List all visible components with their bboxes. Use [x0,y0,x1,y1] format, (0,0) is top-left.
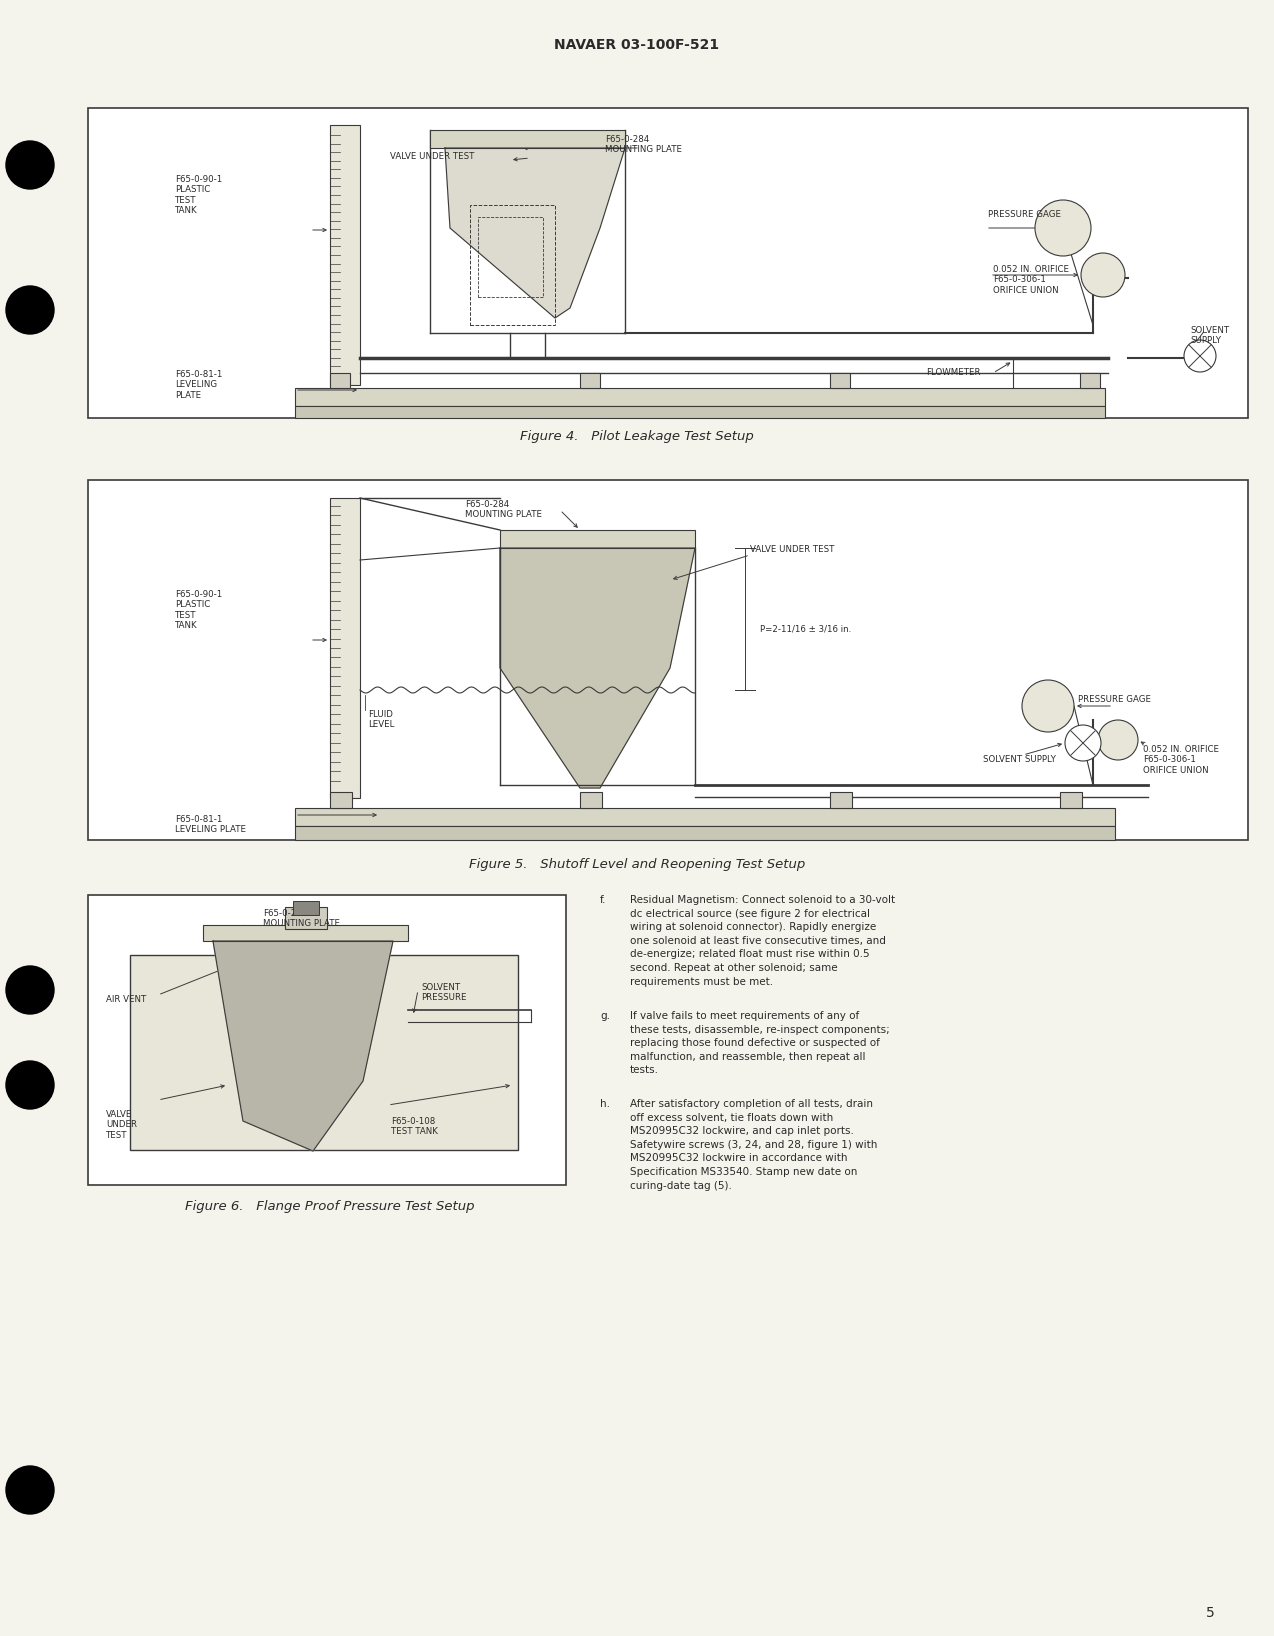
Polygon shape [445,147,626,317]
Circle shape [1034,200,1091,255]
Text: 0.052 IN. ORIFICE
F65-0-306-1
ORIFICE UNION: 0.052 IN. ORIFICE F65-0-306-1 ORIFICE UN… [1143,744,1219,775]
Bar [296,406,1105,419]
Text: 5: 5 [1205,1607,1214,1620]
Bar [330,373,350,388]
Bar [829,792,852,808]
Bar [499,530,696,548]
Text: After satisfactory completion of all tests, drain
off excess solvent, tie floats: After satisfactory completion of all tes… [631,1099,878,1191]
Bar [1060,792,1082,808]
Text: F65-0-81-1
LEVELING
PLATE: F65-0-81-1 LEVELING PLATE [175,370,223,399]
Text: F65-0-284
MOUNTING PLATE: F65-0-284 MOUNTING PLATE [605,136,682,154]
Text: VALVE
UNDER
TEST: VALVE UNDER TEST [106,1109,138,1140]
Circle shape [1184,340,1215,371]
Circle shape [1065,725,1101,761]
Bar [293,901,318,915]
Text: VALVE UNDER TEST: VALVE UNDER TEST [750,545,834,555]
Text: SOLVENT
PRESSURE: SOLVENT PRESSURE [420,983,466,1003]
Text: If valve fails to meet requirements of any of
these tests, disassemble, re-inspe: If valve fails to meet requirements of a… [631,1011,889,1075]
Bar [330,497,361,798]
Bar [88,479,1249,839]
Text: P=2-11/16 ± 3/16 in.: P=2-11/16 ± 3/16 in. [761,625,851,635]
Text: Figure 5.   Shutoff Level and Reopening Test Setup: Figure 5. Shutoff Level and Reopening Te… [469,857,805,870]
Bar [470,204,555,326]
Bar [829,373,850,388]
Text: F65-0-90-1
PLASTIC
TEST
TANK: F65-0-90-1 PLASTIC TEST TANK [175,591,222,630]
Bar [431,129,626,147]
Bar [330,124,361,384]
Bar [1080,373,1099,388]
Circle shape [1082,254,1125,298]
Circle shape [6,141,54,190]
Text: PRESSURE GAGE: PRESSURE GAGE [1078,695,1150,703]
Text: g.: g. [600,1011,610,1021]
Bar [580,373,600,388]
Text: F65-0-81-1
LEVELING PLATE: F65-0-81-1 LEVELING PLATE [175,815,246,834]
Bar [478,218,543,298]
Bar [330,792,352,808]
Bar [285,906,327,929]
Circle shape [6,965,54,1014]
Text: h.: h. [600,1099,610,1109]
Circle shape [6,1466,54,1513]
Text: Figure 4.   Pilot Leakage Test Setup: Figure 4. Pilot Leakage Test Setup [520,430,754,443]
Text: VALVE UNDER TEST: VALVE UNDER TEST [390,152,474,160]
Circle shape [6,1062,54,1109]
Circle shape [1022,681,1074,731]
Polygon shape [213,941,392,1152]
Text: F65-0-108
TEST TANK: F65-0-108 TEST TANK [391,1117,438,1137]
Text: F65-0-284
MOUNTING PLATE: F65-0-284 MOUNTING PLATE [465,501,541,519]
Bar [296,826,1115,839]
Text: PRESSURE GAGE: PRESSURE GAGE [989,209,1061,219]
Bar [88,108,1249,419]
Text: Figure 6.   Flange Proof Pressure Test Setup: Figure 6. Flange Proof Pressure Test Set… [185,1199,475,1212]
Bar [296,388,1105,406]
Text: SOLVENT
SUPPLY: SOLVENT SUPPLY [1190,326,1229,345]
Text: F65-0-90-1
PLASTIC
TEST
TANK: F65-0-90-1 PLASTIC TEST TANK [175,175,222,216]
Circle shape [6,286,54,334]
Bar [296,808,1115,826]
Bar [88,895,566,1184]
Text: FLOWMETER: FLOWMETER [926,368,980,376]
Polygon shape [499,548,696,789]
Text: AIR VENT: AIR VENT [106,995,147,1005]
Text: SOLVENT SUPPLY: SOLVENT SUPPLY [984,754,1056,764]
Bar [580,792,603,808]
Text: NAVAER 03-100F-521: NAVAER 03-100F-521 [554,38,720,52]
Text: F65-0-285
MOUNTING PLATE: F65-0-285 MOUNTING PLATE [262,910,340,928]
Text: Residual Magnetism: Connect solenoid to a 30-volt
dc electrical source (see figu: Residual Magnetism: Connect solenoid to … [631,895,896,987]
Circle shape [1098,720,1138,761]
Text: FLUID
LEVEL: FLUID LEVEL [368,710,395,730]
Bar [130,955,519,1150]
Text: 0.052 IN. ORIFICE
F65-0-306-1
ORIFICE UNION: 0.052 IN. ORIFICE F65-0-306-1 ORIFICE UN… [992,265,1069,294]
Bar [203,924,408,941]
Text: f.: f. [600,895,606,905]
